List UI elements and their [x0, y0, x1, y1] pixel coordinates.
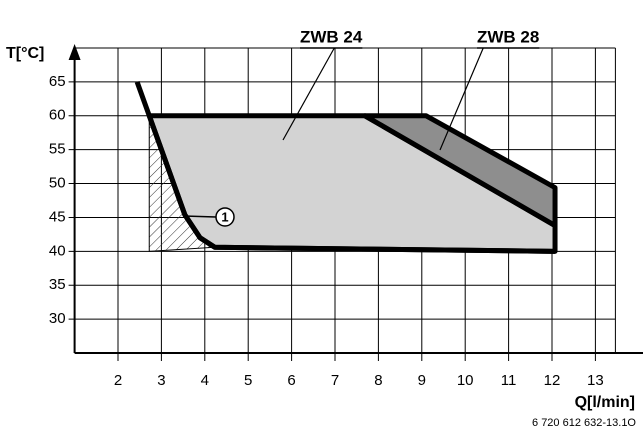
y-tick-label: 40: [49, 242, 66, 259]
series-label: ZWB 28: [477, 27, 539, 46]
areas: ZWB 24 ZWB 28 1: [134, 27, 558, 254]
leader-line: [183, 215, 217, 218]
x-tick-label: 10: [457, 372, 474, 389]
limit-curve: [134, 81, 556, 254]
x-tick-label: 3: [157, 372, 165, 389]
x-tick-label: 5: [244, 372, 252, 389]
x-tick-label: 12: [544, 372, 561, 389]
series-label: ZWB 24: [300, 27, 363, 46]
annotation: 1: [221, 209, 228, 224]
x-tick-label: 6: [287, 372, 295, 389]
y-axis-label: T[°C]: [6, 45, 44, 62]
y-tick-label: 45: [49, 208, 66, 225]
x-tick-label: 8: [374, 372, 382, 389]
x-tick-label: 4: [201, 372, 209, 389]
y-tick-label: 50: [49, 175, 66, 192]
annotation-circle: [215, 207, 235, 227]
y-tick-label: 65: [49, 73, 66, 90]
y-tick-label: 30: [49, 310, 66, 327]
y-tick-label: 35: [49, 276, 66, 293]
y-tick-label: 60: [49, 107, 66, 124]
x-tick-label: 11: [501, 372, 517, 389]
x-tick-label: 2: [114, 372, 122, 389]
y-axis-arrow: [68, 44, 81, 60]
labels: T[°C] Q[l/min] 6 720 612 632-13.1O: [6, 45, 636, 429]
x-tick-label: 7: [331, 372, 339, 389]
area: [362, 113, 558, 229]
x-tick-label: 9: [418, 372, 426, 389]
y-tick-label: 55: [49, 141, 66, 158]
footer: 6 720 612 632-13.1O: [532, 417, 636, 429]
x-axis-label: Q[l/min]: [575, 394, 635, 411]
leader-line: [282, 47, 335, 141]
leader-line: [439, 47, 484, 151]
x-tick-label: 13: [587, 372, 604, 389]
